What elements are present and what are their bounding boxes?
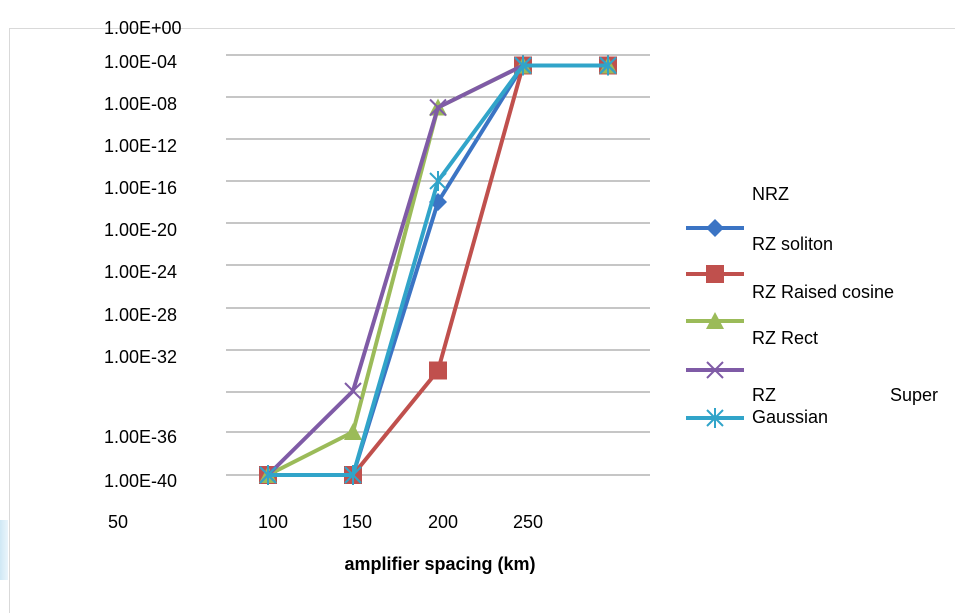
series-3 [259,56,617,484]
data-point [429,361,447,380]
data-point [344,382,362,400]
data-point [344,423,362,440]
series-2 [259,56,617,483]
data-point [429,98,447,117]
legend-label-rz-soliton: RZ soliton [752,234,833,254]
data-point [259,465,277,485]
series-line [267,63,608,477]
y-tick-label: 1.00E-04 [104,52,177,72]
series-4 [259,55,617,485]
data-point [599,55,617,76]
y-tick-label: 1.00E-32 [104,347,177,367]
series-line [268,63,608,477]
series-1 [259,56,617,484]
series-layer [259,55,617,485]
x-axis-ticks: 50 100 150 200 250 [108,512,543,532]
legend-label-rz-super-2: Super [890,385,938,405]
y-tick-label: 1.00E-24 [104,262,177,282]
y-tick-label: 1.00E-20 [104,220,177,240]
legend-header: NRZ [752,184,789,204]
data-point [706,312,724,329]
x-tick-label: 100 [258,512,288,532]
data-point [706,408,724,428]
data-point [344,465,362,485]
data-point [429,171,447,191]
x-tick-label: 200 [428,512,458,532]
x-tick-label: 150 [342,512,372,532]
data-point [706,219,724,237]
left-accent-bar [0,520,8,580]
chart-frame [9,28,955,613]
series-0 [259,56,617,484]
y-axis-ticks: 1.00E+00 1.00E-04 1.00E-08 1.00E-12 1.00E-16… [104,18,182,491]
data-point [706,361,724,379]
legend-label-rz-super-1: RZ [752,385,776,405]
y-tick-label: 1.00E-12 [104,136,177,156]
data-point [514,55,532,76]
y-tick-label: 1.00E-08 [104,94,177,114]
series-line [268,63,608,477]
grid-lines [226,54,650,476]
y-tick-label: 1.00E+00 [104,18,182,38]
legend-label-rz-raised-cosine: RZ Raised cosine [752,282,894,302]
y-tick-label: 1.00E-36 [104,427,177,447]
legend: NRZ RZ soliton RZ Raised cosine RZ Rect … [686,184,938,428]
x-tick-label: 50 [108,512,128,532]
y-tick-label: 1.00E-16 [104,178,177,198]
x-axis-title: amplifier spacing (km) [344,554,535,574]
legend-label-gaussian: Gaussian [752,407,828,427]
y-tick-label: 1.00E-40 [104,471,177,491]
series-line [268,63,608,477]
data-point [706,265,724,283]
legend-label-rz-rect: RZ Rect [752,328,818,348]
series-line [266,63,608,477]
x-tick-label: 250 [513,512,543,532]
y-tick-label: 1.00E-28 [104,305,177,325]
